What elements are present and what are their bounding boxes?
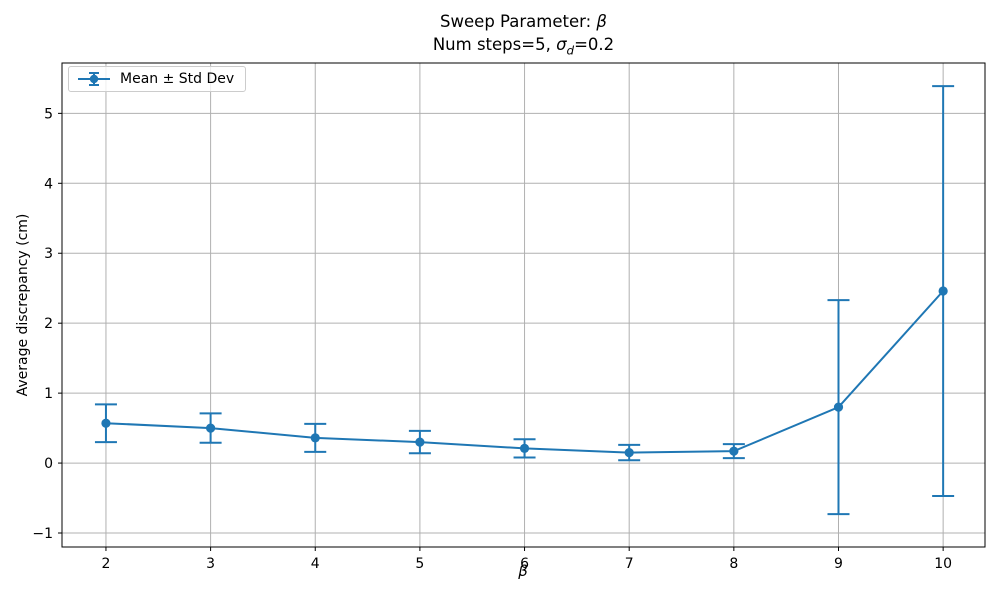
data-point-marker [729,446,739,456]
y-tick-label: 2 [44,316,53,332]
data-point-marker [206,423,216,433]
errorbar-series [94,85,955,516]
data-point-marker [101,418,111,428]
x-tick-label: 8 [729,556,738,572]
x-tick-label: 9 [834,556,843,572]
legend-label: Mean ± Std Dev [120,71,235,87]
tick-labels: 2 3 4 5 6 7 8 9 10 −1 0 1 2 3 4 5 [32,106,952,572]
data-point-marker [415,437,425,447]
x-tick-label: 2 [101,556,110,572]
x-axis-label: β [518,562,528,580]
legend: Mean ± Std Dev [68,66,247,92]
x-tick-label: 4 [311,556,320,572]
gridlines [62,63,985,547]
y-axis-label: Average discrepancy (cm) [15,213,31,397]
title-param: β [596,12,607,31]
data-point-marker [519,443,530,453]
subtitle-sigma: σ [556,35,567,54]
axis-ticks [58,112,944,551]
title-text: Sweep Parameter: [440,12,597,31]
title-line-2: Num steps=5, σd=0.2 [62,33,985,62]
y-tick-label: 5 [44,106,53,122]
y-tick-label: 0 [44,456,53,472]
subtitle-subscript: d [566,43,575,58]
chart-title: Sweep Parameter: β Num steps=5, σd=0.2 [62,10,985,62]
y-tick-label: 1 [44,386,53,402]
errorbar-marker-icon [78,72,110,86]
title-line-1: Sweep Parameter: β [62,10,985,33]
plot-frame [61,62,986,548]
data-point-marker [624,447,634,458]
x-tick-label: 7 [625,556,634,572]
y-tick-label: 4 [44,176,53,192]
data-point-marker [310,433,320,443]
x-tick-label: 5 [415,556,424,572]
y-tick-label: −1 [32,526,53,542]
subtitle-suffix: =0.2 [574,35,615,54]
subtitle-text: Num steps=5, [432,35,557,54]
data-point-marker [833,402,844,412]
x-tick-label: 6 [520,556,529,572]
data-point-marker [938,286,948,296]
y-tick-label: 3 [44,246,53,262]
x-tick-label: 3 [206,556,215,572]
x-tick-label: 10 [934,556,952,572]
